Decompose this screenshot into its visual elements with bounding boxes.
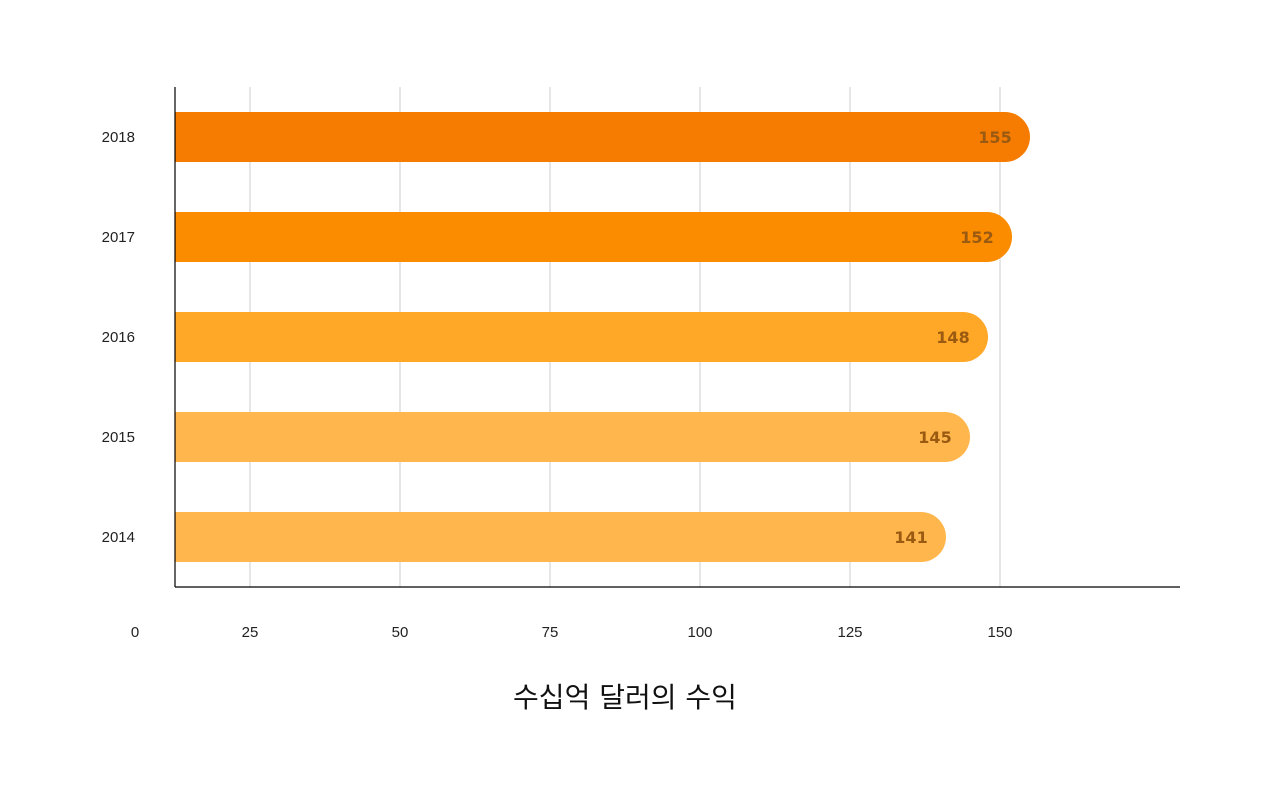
x-tick-label-100: 100 (687, 624, 712, 641)
x-tick-label-150: 150 (987, 624, 1012, 641)
x-tick-label-75: 75 (542, 624, 559, 641)
data-label-2018: 155 (978, 128, 1011, 147)
bar-2016 (175, 312, 988, 362)
y-tick-label-2018: 2018 (102, 129, 135, 146)
y-tick-label-2017: 2017 (102, 229, 135, 246)
data-label-2016: 148 (936, 328, 969, 347)
axes (174, 87, 1180, 588)
bar-2018 (175, 112, 1030, 162)
x-tick-label-50: 50 (392, 624, 409, 641)
y-tick-label-2016: 2016 (102, 329, 135, 346)
data-label-2015: 145 (918, 428, 951, 447)
bar-2017 (175, 212, 1012, 262)
y-tick-label-2015: 2015 (102, 429, 135, 446)
x-tick-label-125: 125 (837, 624, 862, 641)
bar-2014 (175, 512, 946, 562)
labels: 0 25 50 75 100 125 150 2018 155 2017 152 2016 148 201… (102, 128, 1013, 641)
x-axis-title: 수십억 달러의 수익 (513, 681, 737, 714)
x-tick-label-25: 25 (242, 624, 259, 641)
data-label-2014: 141 (894, 528, 927, 547)
bar-2015 (175, 412, 970, 462)
y-tick-label-2014: 2014 (102, 529, 135, 546)
bars (175, 112, 1030, 562)
data-label-2017: 152 (960, 228, 993, 247)
x-tick-label-0: 0 (131, 624, 139, 641)
